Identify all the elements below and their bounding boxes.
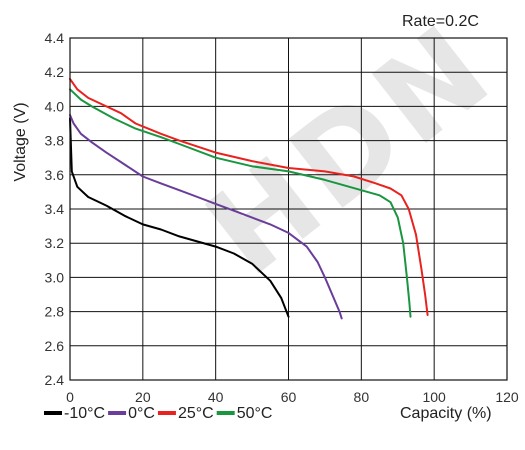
y-tick-label: 3.8 (45, 133, 65, 149)
y-tick-label: 3.6 (45, 167, 65, 183)
y-tick-label: 4.2 (45, 64, 65, 80)
y-tick-label: 2.6 (45, 338, 65, 354)
legend-label: 0°C (128, 405, 155, 422)
legend-label: 25°C (178, 405, 214, 422)
y-axis-label: Voltage (V) (12, 102, 29, 181)
y-tick-label: 3.0 (45, 269, 65, 285)
rate-label: Rate=0.2C (402, 13, 479, 30)
y-tick-labels: 2.4 2.6 2.8 3.0 3.2 3.4 3.6 3.8 4.0 4.2 4.4 (45, 30, 65, 388)
x-tick-label: 60 (281, 389, 297, 405)
y-tick-label: 3.2 (45, 235, 65, 251)
x-axis-label: Capacity (%) (400, 405, 492, 422)
y-tick-label: 3.4 (45, 201, 65, 217)
x-tick-labels: 0 20 40 60 80 100 120 (66, 389, 519, 405)
watermark-text: HDN (182, 0, 519, 303)
legend-label: 50°C (237, 405, 273, 422)
y-tick-label: 2.4 (45, 372, 65, 388)
x-tick-label: 0 (66, 389, 74, 405)
x-tick-label: 120 (495, 389, 519, 405)
x-tick-label: 40 (208, 389, 224, 405)
y-tick-label: 2.8 (45, 304, 65, 320)
x-tick-label: 100 (422, 389, 446, 405)
y-tick-label: 4.0 (45, 98, 65, 114)
x-tick-label: 20 (135, 389, 151, 405)
y-tick-label: 4.4 (45, 30, 65, 46)
legend-label: -10°C (64, 405, 105, 422)
legend: -10°C 0°C 25°C 50°C (44, 405, 272, 422)
x-tick-label: 80 (354, 389, 370, 405)
